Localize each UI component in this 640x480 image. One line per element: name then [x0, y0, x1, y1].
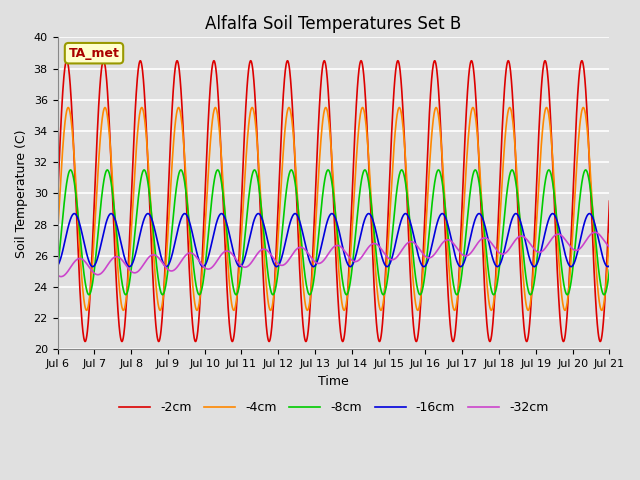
- Legend: -2cm, -4cm, -8cm, -16cm, -32cm: -2cm, -4cm, -8cm, -16cm, -32cm: [114, 396, 554, 419]
- -16cm: [54, 263, 61, 268]
- -16cm: [82, 247, 90, 252]
- -4cm: [396, 105, 403, 110]
- Line: -2cm: -2cm: [58, 61, 609, 341]
- -32cm: [308, 255, 316, 261]
- -8cm: [308, 289, 316, 295]
- -4cm: [82, 306, 90, 312]
- -32cm: [488, 241, 496, 247]
- X-axis label: Time: Time: [318, 374, 349, 387]
- -2cm: [590, 266, 598, 272]
- -8cm: [54, 267, 61, 273]
- Line: -32cm: -32cm: [58, 232, 609, 276]
- -16cm: [488, 254, 496, 260]
- -16cm: [590, 217, 598, 223]
- -8cm: [605, 267, 613, 273]
- -4cm: [322, 105, 330, 110]
- -32cm: [54, 272, 61, 278]
- Line: -16cm: -16cm: [58, 214, 609, 266]
- -8cm: [590, 220, 598, 226]
- -8cm: [590, 217, 598, 223]
- -4cm: [307, 286, 315, 291]
- -2cm: [431, 58, 438, 64]
- -16cm: [590, 218, 598, 224]
- -16cm: [365, 211, 372, 216]
- -32cm: [605, 244, 613, 250]
- -4cm: [54, 231, 61, 237]
- -2cm: [489, 323, 497, 329]
- -4cm: [598, 307, 605, 313]
- -8cm: [323, 170, 330, 176]
- -32cm: [590, 229, 598, 235]
- Title: Alfalfa Soil Temperatures Set B: Alfalfa Soil Temperatures Set B: [205, 15, 461, 33]
- -2cm: [54, 198, 61, 204]
- -4cm: [589, 222, 597, 228]
- -8cm: [489, 291, 497, 297]
- -32cm: [591, 229, 598, 235]
- -16cm: [605, 263, 613, 268]
- -2cm: [605, 198, 613, 204]
- -16cm: [567, 264, 575, 269]
- -2cm: [323, 65, 330, 71]
- -32cm: [323, 254, 330, 260]
- -8cm: [122, 292, 129, 298]
- -32cm: [589, 229, 597, 235]
- -4cm: [488, 306, 496, 312]
- -8cm: [82, 283, 90, 288]
- -32cm: [57, 274, 65, 279]
- -4cm: [590, 227, 598, 232]
- -8cm: [324, 167, 332, 173]
- -16cm: [322, 224, 330, 229]
- Line: -8cm: -8cm: [58, 170, 609, 295]
- -2cm: [228, 338, 236, 344]
- -16cm: [307, 262, 315, 267]
- -32cm: [82, 260, 90, 265]
- -2cm: [590, 260, 598, 265]
- -2cm: [308, 278, 316, 284]
- Text: TA_met: TA_met: [68, 47, 120, 60]
- Y-axis label: Soil Temperature (C): Soil Temperature (C): [15, 129, 28, 258]
- Line: -4cm: -4cm: [58, 108, 609, 310]
- -4cm: [605, 231, 613, 237]
- -2cm: [82, 338, 90, 344]
